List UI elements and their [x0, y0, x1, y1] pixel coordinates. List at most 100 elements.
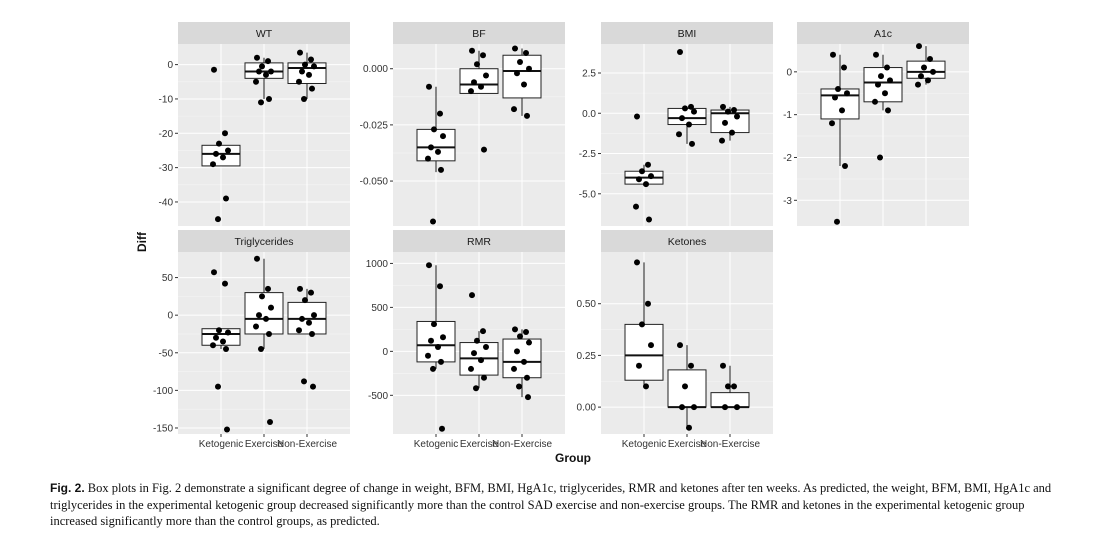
data-point — [480, 52, 486, 59]
panel-strip — [393, 22, 565, 44]
panel-strip — [178, 230, 350, 252]
data-point — [925, 77, 931, 84]
data-point — [915, 81, 921, 88]
panel-strip — [393, 230, 565, 252]
data-point — [517, 333, 523, 340]
data-point — [511, 106, 517, 113]
data-point — [679, 115, 685, 122]
data-point — [645, 300, 651, 307]
data-point — [308, 289, 314, 296]
data-point — [428, 337, 434, 344]
panel-strip — [797, 22, 969, 44]
figure-caption: Fig. 2. Box plots in Fig. 2 demonstrate … — [50, 480, 1060, 530]
data-point — [426, 83, 432, 90]
data-point — [309, 85, 315, 92]
data-point — [440, 334, 446, 341]
data-point — [431, 126, 437, 133]
panel-title: Ketones — [668, 236, 707, 248]
data-point — [481, 146, 487, 153]
box-ketogenic — [624, 323, 664, 381]
data-point — [873, 51, 879, 58]
data-point — [478, 83, 484, 90]
data-point — [258, 346, 264, 353]
data-point — [222, 130, 228, 137]
data-point — [435, 343, 441, 350]
data-point — [686, 121, 692, 128]
data-point — [525, 394, 531, 401]
data-point — [682, 105, 688, 112]
y-tick-label: 0 — [167, 311, 173, 322]
data-point — [299, 315, 305, 322]
data-point — [877, 154, 883, 161]
y-tick-label: 0.0 — [582, 109, 596, 120]
data-point — [921, 64, 927, 71]
data-point — [439, 425, 445, 432]
data-point — [440, 133, 446, 140]
data-point — [478, 357, 484, 364]
y-tick-label: 1000 — [366, 259, 389, 270]
data-point — [722, 404, 728, 411]
panel-title: RMR — [467, 236, 491, 248]
data-point — [220, 154, 226, 161]
box-ketogenic — [416, 320, 456, 363]
data-point — [842, 163, 848, 170]
x-tick-label: Ketogenic — [414, 439, 458, 450]
panel-triglycerides: Triglycerides 50 0 -50 -100 -150 — [153, 230, 350, 434]
y-tick-label: 500 — [371, 303, 388, 314]
box-non-exercise — [710, 392, 750, 408]
data-point — [691, 108, 697, 115]
data-point — [309, 330, 315, 337]
x-tick-label: Non-Exercise — [277, 439, 337, 450]
panel-wt: WT 0 -10 -20 -30 -40 — [159, 22, 350, 226]
data-point — [634, 259, 640, 266]
box-plot-figure: WT0-10-20-30-40BF0.000-0.025-0.050BMI2.5… — [135, 22, 969, 465]
data-point — [471, 350, 477, 357]
data-point — [216, 327, 222, 334]
x-tick-label: Exercise — [245, 439, 284, 450]
panel-title: BMI — [678, 28, 697, 40]
panel-bmi: BMI 2.5 0.0 -2.5 -5.0 — [579, 22, 773, 226]
x-tick-label: Exercise — [668, 439, 707, 450]
box-exercise — [863, 67, 903, 103]
y-tick-label: -5.0 — [579, 189, 597, 200]
data-point — [253, 323, 259, 330]
caption-text: Box plots in Fig. 2 demonstrate a signif… — [50, 481, 1052, 528]
data-point — [437, 110, 443, 117]
data-point — [512, 45, 518, 52]
data-point — [438, 358, 444, 365]
data-point — [474, 61, 480, 68]
data-point — [211, 269, 217, 276]
data-point — [469, 47, 475, 54]
data-point — [689, 140, 695, 147]
data-point — [301, 95, 307, 102]
y-tick-label: -1 — [783, 110, 792, 121]
data-point — [720, 362, 726, 369]
box-non-exercise — [502, 338, 542, 379]
y-tick-label: -500 — [368, 391, 388, 402]
panel-title: A1c — [874, 28, 892, 40]
y-tick-label: 0.00 — [577, 403, 597, 414]
y-tick-label: -3 — [783, 196, 792, 207]
y-tick-label: -50 — [159, 348, 174, 359]
caption-label: Fig. 2. — [50, 481, 85, 495]
y-tick-label: -0.025 — [360, 120, 389, 131]
data-point — [839, 107, 845, 114]
data-point — [731, 383, 737, 390]
data-point — [514, 348, 520, 355]
data-point — [301, 378, 307, 385]
data-point — [834, 218, 840, 225]
data-point — [308, 56, 314, 63]
data-point — [725, 108, 731, 115]
data-point — [483, 343, 489, 350]
panel-a1c: A1c 0 -1 -2 -3 — [783, 22, 969, 226]
data-point — [887, 77, 893, 84]
data-point — [875, 81, 881, 88]
data-point — [639, 321, 645, 328]
data-point — [306, 319, 312, 326]
data-point — [302, 61, 308, 68]
data-point — [213, 334, 219, 341]
box-exercise — [667, 107, 707, 126]
data-point — [636, 362, 642, 369]
data-point — [686, 424, 692, 431]
data-point — [648, 342, 654, 349]
